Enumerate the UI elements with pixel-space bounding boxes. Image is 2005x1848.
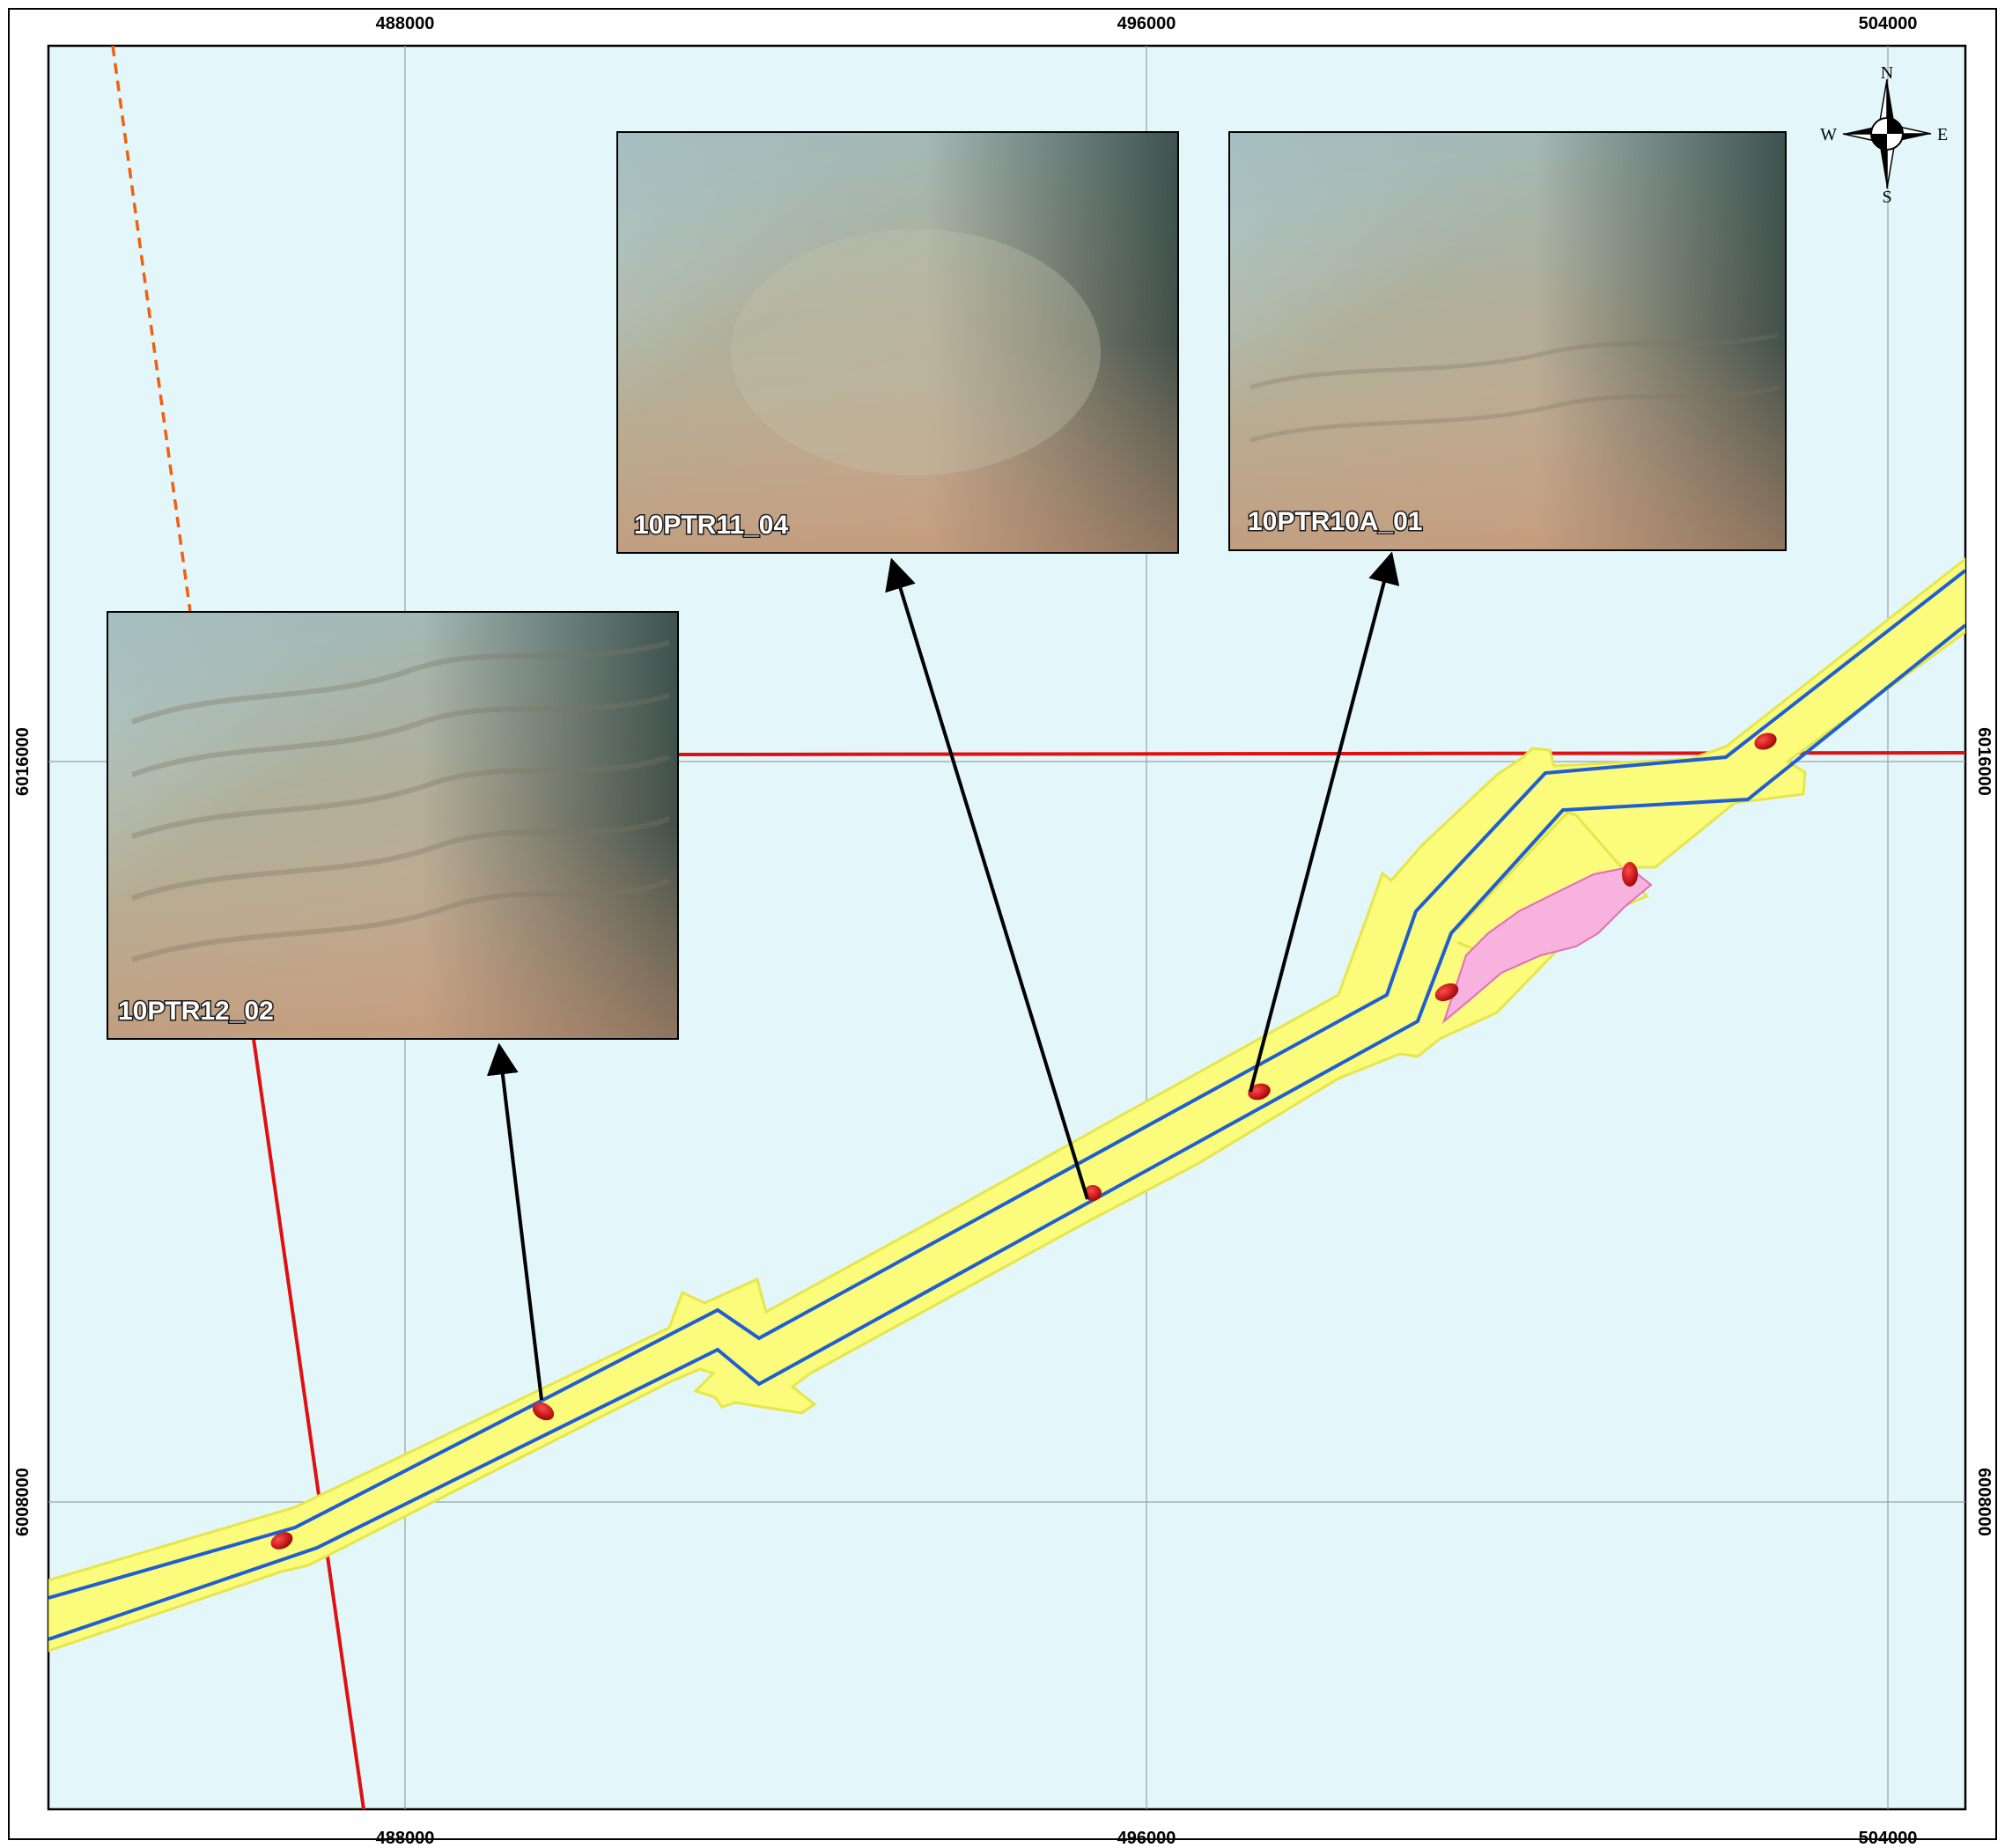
northing-tick-right: 6016000 — [1974, 727, 1994, 796]
easting-tick-top: 504000 — [1859, 14, 1918, 33]
survey-corridor — [48, 557, 1965, 1653]
sample-point[interactable] — [1622, 862, 1638, 887]
route-line-south — [48, 623, 1965, 1641]
northing-tick-left: 6016000 — [13, 727, 33, 796]
photo-label: 10PTR11_04 — [634, 511, 788, 540]
sample-point[interactable] — [268, 1528, 295, 1552]
easting-tick-top: 496000 — [1117, 14, 1176, 33]
callout-arrow — [1249, 551, 1400, 1093]
seabed-photo-10ptr12-02[interactable]: 10PTR12_02 — [107, 611, 679, 1040]
northing-tick-right: 6008000 — [1974, 1468, 1994, 1536]
sample-point[interactable] — [1752, 730, 1780, 753]
easting-tick-bottom: 488000 — [376, 1829, 435, 1848]
sample-point[interactable] — [1433, 980, 1462, 1005]
photo-label: 10PTR10A_01 — [1248, 507, 1422, 536]
north-arrow-icon: N S E W — [1820, 63, 1948, 207]
seabed-photo-10ptr11-04[interactable]: 10PTR11_04 — [616, 131, 1179, 554]
compass-east-label: E — [1937, 125, 1948, 144]
red-cable-line-vertical — [252, 1038, 365, 1809]
callout-arrow — [486, 1042, 543, 1401]
sample-point[interactable] — [1246, 1081, 1272, 1102]
route-line-north — [48, 569, 1965, 1600]
callout-arrow — [885, 557, 1089, 1200]
easting-tick-bottom: 504000 — [1859, 1829, 1918, 1848]
compass-south-label: S — [1882, 188, 1891, 207]
compass-west-label: W — [1820, 125, 1837, 144]
sample-points — [268, 730, 1780, 1552]
photo-label: 10PTR12_02 — [118, 997, 274, 1026]
sample-point[interactable] — [529, 1399, 557, 1425]
callout-arrows — [486, 551, 1400, 1401]
seabed-photo-10ptr10a-01[interactable]: 10PTR10A_01 — [1228, 131, 1787, 551]
pink-seabed-area — [1441, 865, 1653, 1025]
orange-dashed-boundary — [111, 46, 192, 613]
compass-north-label: N — [1881, 63, 1893, 83]
northing-tick-left: 6008000 — [13, 1468, 33, 1536]
easting-tick-top: 488000 — [376, 14, 435, 33]
easting-tick-bottom: 496000 — [1117, 1829, 1176, 1848]
